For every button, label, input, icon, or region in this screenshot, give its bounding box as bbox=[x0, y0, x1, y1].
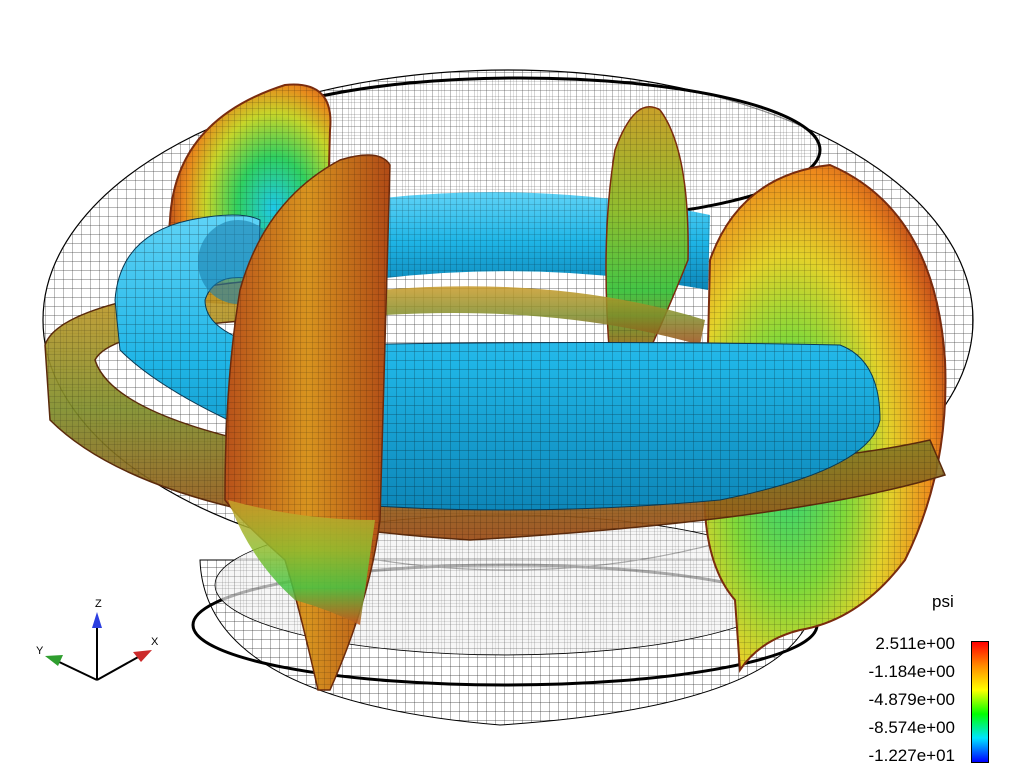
z-axis-label: Z bbox=[95, 598, 102, 610]
x-axis-cone bbox=[133, 650, 152, 662]
y-axis-label: Y bbox=[36, 645, 44, 657]
y-axis-cone bbox=[45, 655, 63, 666]
cross-section-front bbox=[224, 154, 391, 691]
legend-label-min: -1.227e+01 bbox=[868, 746, 956, 765]
axes-triad[interactable]: Z X Y bbox=[36, 598, 159, 681]
legend-label-3: -4.879e+00 bbox=[868, 690, 956, 709]
legend-label-2: -1.184e+00 bbox=[868, 662, 956, 681]
legend-label-max: 2.511e+00 bbox=[875, 634, 955, 653]
legend-label-4: -8.574e+00 bbox=[868, 718, 956, 737]
x-axis-label: X bbox=[151, 636, 159, 648]
z-axis-cone bbox=[92, 612, 102, 628]
legend-title: psi bbox=[932, 592, 954, 611]
colorbar bbox=[971, 641, 989, 763]
